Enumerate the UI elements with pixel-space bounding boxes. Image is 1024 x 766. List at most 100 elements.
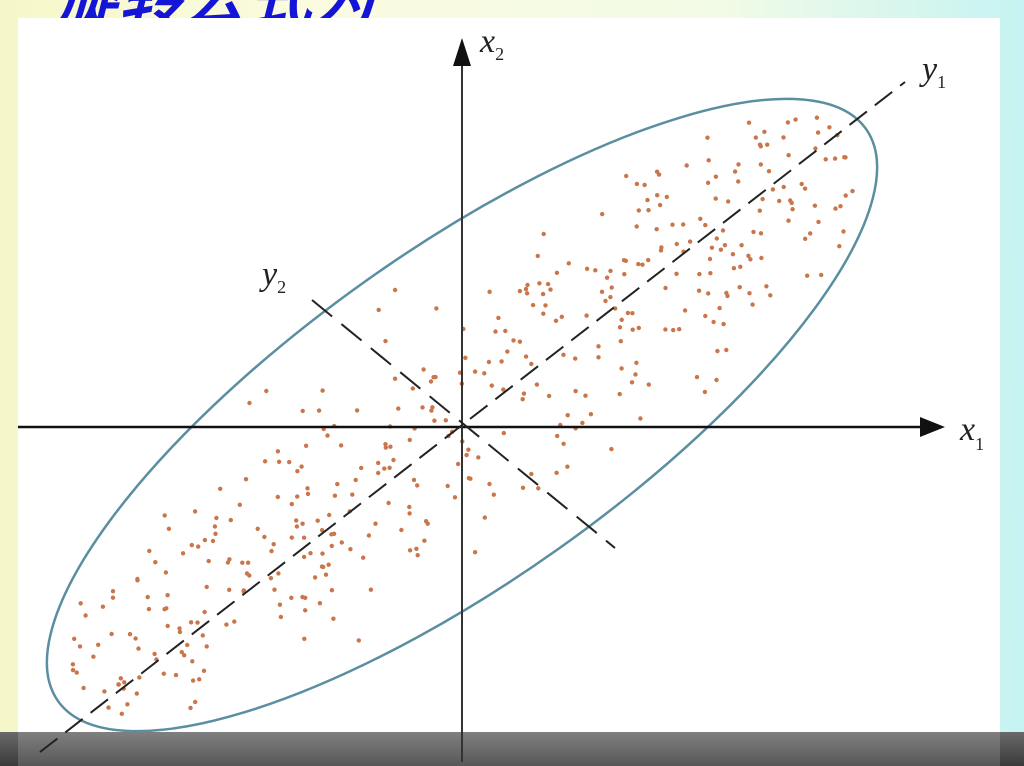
scatter-point — [410, 386, 415, 391]
scatter-point — [116, 682, 121, 687]
scatter-point — [135, 578, 140, 583]
scatter-point — [654, 169, 660, 174]
scatter-point — [300, 408, 305, 414]
scatter-point — [195, 620, 200, 625]
scatter-point — [537, 281, 542, 286]
scatter-point — [204, 644, 209, 649]
scatter-point — [722, 243, 728, 248]
y2-label: y2 — [259, 256, 286, 297]
scatter-point — [617, 391, 622, 397]
scatter-point — [703, 313, 708, 319]
scatter-point — [91, 654, 96, 659]
scatter-point — [332, 493, 338, 498]
scatter-point — [228, 517, 233, 523]
scatter-point — [133, 636, 138, 641]
scatter-point — [573, 356, 578, 361]
scatter-point — [118, 676, 124, 681]
scatter-point — [696, 288, 702, 293]
scatter-point — [760, 196, 765, 202]
scatter-point — [468, 476, 473, 481]
scatter-point — [348, 547, 353, 552]
scatter-point — [633, 372, 638, 377]
scatter-point — [573, 388, 578, 394]
scatter-point — [523, 286, 529, 292]
scatter-point — [180, 551, 186, 556]
scatter-point — [299, 464, 304, 469]
scatter-point — [677, 327, 682, 332]
x2-arrow — [453, 38, 471, 66]
scatter-point — [326, 562, 331, 567]
scatter-point — [717, 305, 722, 311]
scatter-point — [674, 271, 679, 276]
scatter-point — [432, 418, 437, 423]
scatter-point — [392, 287, 398, 293]
scatter-point — [110, 595, 116, 600]
scatter-point — [383, 442, 388, 447]
scatter-point — [832, 156, 838, 161]
scatter-point — [674, 241, 679, 247]
scatter-point — [708, 271, 713, 276]
scatter-point — [543, 303, 548, 308]
scatter-point — [137, 675, 142, 680]
scatter-point — [838, 204, 843, 209]
scatter-point — [671, 327, 676, 333]
scatter-point — [713, 174, 719, 179]
scatter-point — [278, 614, 284, 620]
scatter-point — [664, 194, 669, 200]
scatter-point — [110, 589, 116, 594]
scatter-point — [224, 622, 229, 627]
scatter-point — [850, 188, 855, 194]
scatter-point — [670, 222, 675, 227]
scatter-point — [529, 471, 534, 477]
scatter-point — [289, 501, 294, 507]
scatter-point — [736, 179, 741, 184]
scatter-point — [645, 197, 650, 203]
scatter-point — [255, 526, 260, 531]
scatter-point — [202, 537, 208, 543]
scatter-point — [153, 560, 158, 565]
scatter-point — [287, 459, 292, 465]
scatter-point — [272, 587, 277, 592]
scatter-point — [339, 540, 344, 545]
scatter-point — [634, 224, 639, 229]
scatter-point — [294, 518, 299, 523]
scatter-point — [634, 360, 639, 365]
scatter-point — [736, 162, 741, 167]
scatter-point — [659, 245, 664, 250]
scatter-point — [720, 228, 726, 233]
scatter-point — [271, 542, 276, 547]
scatter-point — [565, 413, 570, 418]
scatter-point — [185, 642, 190, 648]
scatter-point — [227, 557, 232, 562]
scatter-point — [714, 377, 719, 383]
scatter-point — [608, 294, 613, 300]
scatter-point — [366, 533, 372, 538]
scatter-point — [694, 374, 700, 380]
scatter-point — [777, 198, 782, 204]
scatter-point — [428, 379, 434, 384]
scatter-point — [757, 208, 762, 213]
scatter-point — [388, 444, 393, 449]
scatter-point — [640, 262, 645, 267]
scatter-point — [545, 281, 551, 287]
scatter-point — [554, 470, 559, 475]
scatter-point — [629, 380, 635, 385]
scatter-point — [596, 355, 601, 360]
scatter-point — [386, 500, 391, 506]
footer-overlay — [18, 732, 1000, 766]
scatter-point — [391, 457, 396, 463]
scatter-point — [681, 222, 686, 227]
confidence-ellipse — [45, 97, 879, 733]
scatter-point — [407, 437, 412, 443]
scatter-point — [421, 367, 426, 372]
scatter-point — [561, 352, 566, 357]
scatter-point — [317, 601, 323, 606]
scatter-point — [81, 685, 86, 691]
scatter-point — [376, 307, 381, 313]
scatter-point — [173, 672, 179, 678]
scatter-point — [608, 268, 613, 274]
scatter-point — [232, 619, 237, 624]
scatter-point — [559, 314, 564, 319]
scatter-point — [312, 575, 318, 580]
scatter-point — [213, 531, 218, 536]
